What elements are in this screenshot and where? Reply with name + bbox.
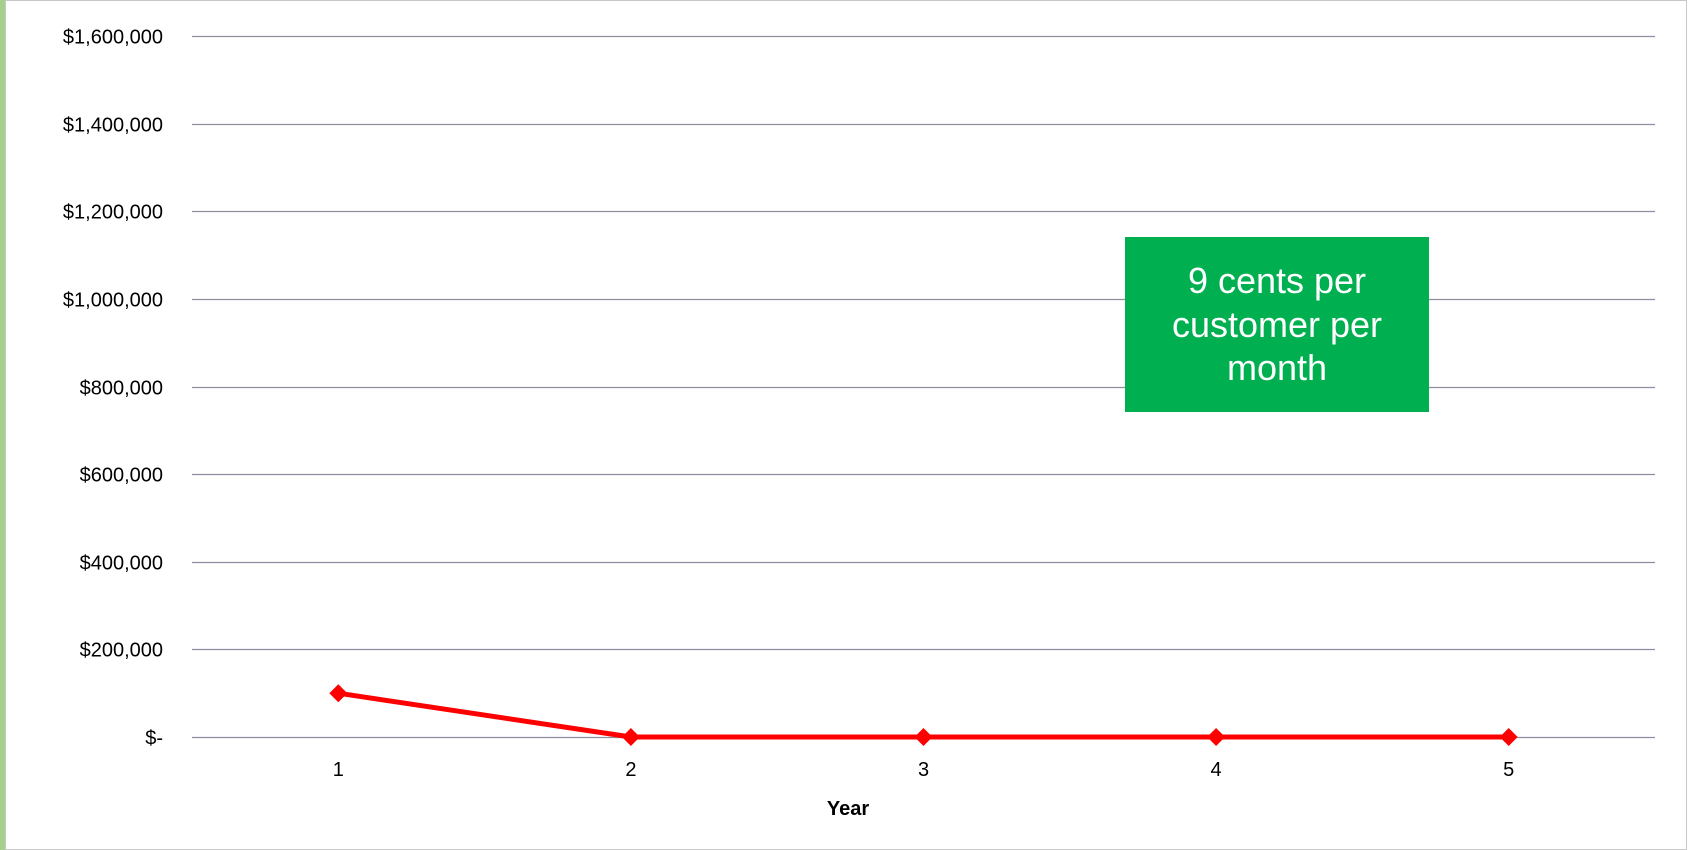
- annotation-callout: 9 cents per customer per month: [1125, 237, 1429, 412]
- data-point-0: [329, 684, 348, 703]
- chart-border: [5, 0, 1687, 850]
- y-tick-label-2: $1,200,000: [63, 202, 163, 224]
- data-point-2: [914, 728, 933, 746]
- y-tick-label-0: $1,600,000: [63, 27, 163, 49]
- data-point-3: [1207, 728, 1226, 746]
- data-point-4: [1499, 728, 1518, 746]
- x-tick-label-3: 4: [1211, 759, 1222, 781]
- annotation-text: 9 cents per customer per month: [1171, 259, 1383, 389]
- gridlines: [192, 35, 1655, 739]
- x-tick-label-2: 3: [918, 759, 929, 781]
- y-tick-label-3: $1,000,000: [63, 290, 163, 312]
- y-tick-label-4: $800,000: [80, 378, 163, 400]
- left-accent-strip: [0, 0, 5, 850]
- data-point-1: [621, 728, 640, 746]
- y-tick-label-7: $200,000: [80, 640, 163, 662]
- y-tick-label-5: $600,000: [80, 465, 163, 487]
- x-tick-label-1: 2: [625, 759, 636, 781]
- y-tick-labels: $1,600,000 $1,400,000 $1,200,000 $1,000,000…: [63, 27, 163, 750]
- x-tick-label-4: 5: [1503, 759, 1514, 781]
- x-axis-label: Year: [827, 798, 869, 820]
- y-tick-label-6: $400,000: [80, 553, 163, 575]
- series-layer: [329, 684, 1518, 746]
- y-tick-label-8: $-: [145, 728, 163, 750]
- x-tick-labels: 1 2 3 4 5: [333, 759, 1515, 781]
- x-tick-label-0: 1: [333, 759, 344, 781]
- y-tick-label-1: $1,400,000: [63, 115, 163, 137]
